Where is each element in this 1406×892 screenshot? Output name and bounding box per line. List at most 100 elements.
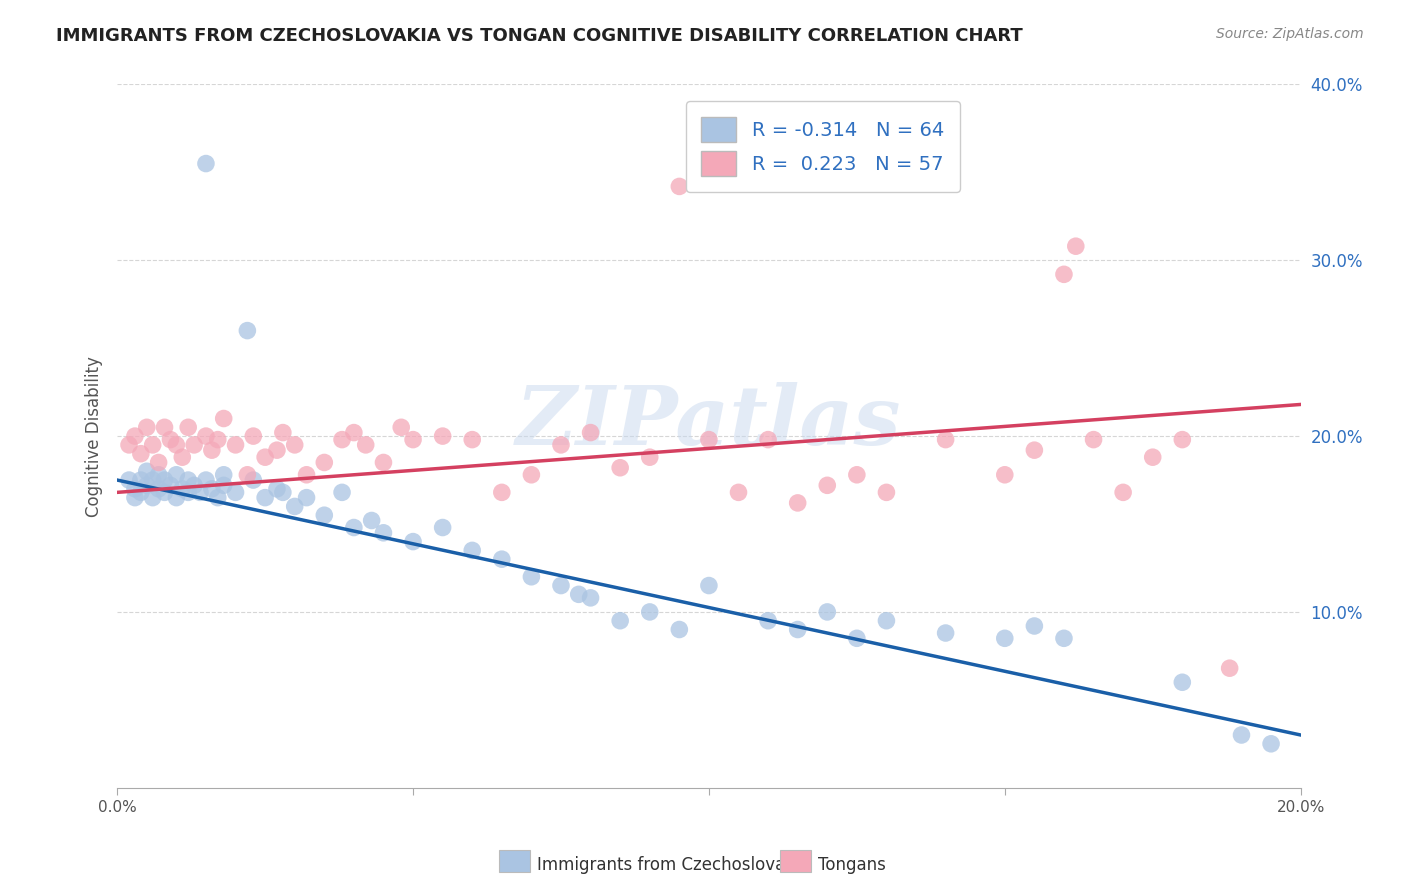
- Point: [668, 179, 690, 194]
- Point: [373, 525, 395, 540]
- Point: [236, 324, 259, 338]
- Point: [697, 578, 720, 592]
- Point: [225, 438, 247, 452]
- Point: [638, 605, 661, 619]
- Point: [148, 482, 170, 496]
- Legend: R = -0.314   N = 64, R =  0.223   N = 57: R = -0.314 N = 64, R = 0.223 N = 57: [686, 101, 959, 192]
- Point: [242, 473, 264, 487]
- Point: [207, 491, 229, 505]
- Point: [389, 420, 412, 434]
- Point: [118, 473, 141, 487]
- Point: [491, 552, 513, 566]
- Text: ZIPatlas: ZIPatlas: [516, 382, 901, 462]
- Point: [1024, 443, 1046, 458]
- Point: [153, 473, 176, 487]
- Text: IMMIGRANTS FROM CZECHOSLOVAKIA VS TONGAN COGNITIVE DISABILITY CORRELATION CHART: IMMIGRANTS FROM CZECHOSLOVAKIA VS TONGAN…: [56, 27, 1024, 45]
- Point: [1112, 485, 1135, 500]
- Point: [994, 632, 1017, 646]
- Point: [520, 570, 543, 584]
- Point: [815, 478, 838, 492]
- Point: [1260, 737, 1282, 751]
- Point: [314, 508, 336, 523]
- Point: [124, 429, 146, 443]
- Point: [1053, 268, 1076, 282]
- Point: [201, 443, 224, 458]
- Point: [314, 455, 336, 469]
- Point: [697, 433, 720, 447]
- Point: [402, 433, 425, 447]
- Point: [402, 534, 425, 549]
- Point: [1064, 239, 1087, 253]
- Point: [142, 438, 165, 452]
- Point: [148, 455, 170, 469]
- Point: [172, 482, 194, 496]
- Point: [330, 433, 353, 447]
- Point: [343, 520, 366, 534]
- Point: [935, 626, 957, 640]
- Point: [609, 614, 631, 628]
- Text: Immigrants from Czechoslovakia: Immigrants from Czechoslovakia: [537, 856, 810, 874]
- Point: [172, 450, 194, 465]
- Y-axis label: Cognitive Disability: Cognitive Disability: [86, 356, 103, 516]
- Point: [194, 156, 217, 170]
- Point: [786, 623, 808, 637]
- Point: [266, 482, 288, 496]
- Point: [142, 473, 165, 487]
- Point: [129, 485, 152, 500]
- Point: [668, 623, 690, 637]
- Point: [165, 438, 187, 452]
- Point: [579, 591, 602, 605]
- Point: [242, 429, 264, 443]
- Point: [284, 438, 307, 452]
- Point: [756, 614, 779, 628]
- Point: [183, 438, 205, 452]
- Point: [153, 420, 176, 434]
- Point: [159, 433, 181, 447]
- Point: [225, 485, 247, 500]
- Point: [236, 467, 259, 482]
- Point: [254, 491, 277, 505]
- Point: [432, 520, 454, 534]
- Point: [1171, 675, 1194, 690]
- Point: [153, 485, 176, 500]
- Point: [845, 632, 868, 646]
- Point: [343, 425, 366, 440]
- Point: [135, 478, 157, 492]
- Point: [212, 411, 235, 425]
- Point: [295, 467, 318, 482]
- Point: [935, 433, 957, 447]
- Point: [188, 485, 211, 500]
- Point: [875, 614, 897, 628]
- Point: [271, 485, 294, 500]
- Point: [271, 425, 294, 440]
- Point: [295, 491, 318, 505]
- Point: [142, 491, 165, 505]
- Point: [183, 478, 205, 492]
- Point: [207, 433, 229, 447]
- Point: [875, 485, 897, 500]
- Point: [491, 485, 513, 500]
- Point: [1171, 433, 1194, 447]
- Point: [568, 587, 591, 601]
- Point: [159, 478, 181, 492]
- Point: [212, 478, 235, 492]
- Point: [135, 464, 157, 478]
- Point: [177, 420, 200, 434]
- Point: [194, 473, 217, 487]
- Point: [432, 429, 454, 443]
- Point: [360, 514, 382, 528]
- Point: [212, 467, 235, 482]
- Point: [354, 438, 377, 452]
- Point: [194, 429, 217, 443]
- Point: [284, 500, 307, 514]
- Point: [550, 578, 572, 592]
- Point: [994, 467, 1017, 482]
- Point: [177, 473, 200, 487]
- Point: [165, 467, 187, 482]
- Point: [118, 438, 141, 452]
- Text: Source: ZipAtlas.com: Source: ZipAtlas.com: [1216, 27, 1364, 41]
- Point: [638, 450, 661, 465]
- Point: [201, 482, 224, 496]
- Point: [165, 491, 187, 505]
- Point: [129, 473, 152, 487]
